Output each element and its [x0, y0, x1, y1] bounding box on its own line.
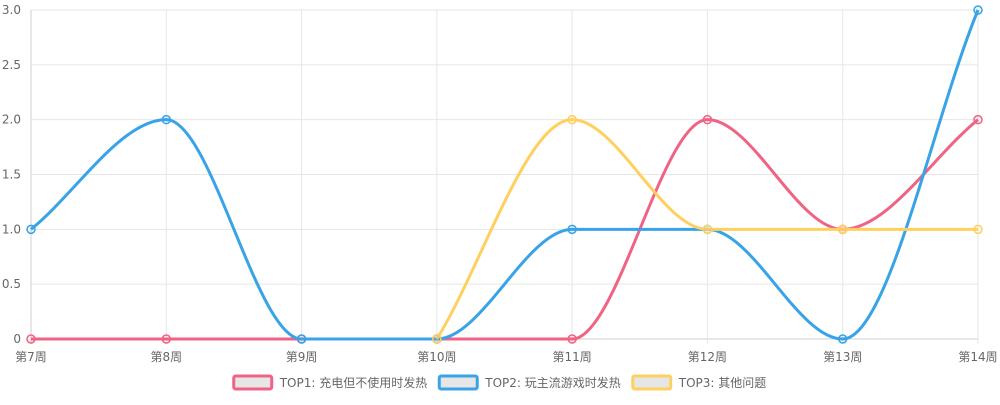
x-tick-label: 第13周	[823, 350, 862, 364]
axes: 0 0.5 1.0 1.5 2.0 2.5 3.0 第7周 第8周 第9周 第10周 第11周 第12周…	[2, 3, 998, 364]
x-tick-label: 第8周	[150, 350, 182, 364]
series-1-point[interactable]	[26, 334, 36, 344]
series-points	[26, 5, 983, 344]
legend-label: TOP3: 其他问题	[678, 376, 767, 390]
y-tick-label: 1.0	[2, 222, 21, 236]
y-tick-label: 0	[13, 332, 21, 346]
series-3-point[interactable]	[567, 114, 577, 125]
x-tick-label: 第14周	[958, 350, 997, 364]
legend-item-1[interactable]: TOP1: 充电但不使用时发热	[232, 374, 428, 391]
series-2-point[interactable]	[26, 224, 36, 235]
legend-swatch	[631, 374, 673, 391]
series-3-point[interactable]	[432, 334, 442, 344]
series-line-3	[435, 118, 978, 340]
series-1-point[interactable]	[161, 334, 172, 344]
legend[interactable]: TOP1: 充电但不使用时发热 TOP2: 玩主流游戏时发热 TOP3: 其他问题	[232, 374, 767, 391]
series-line-1	[31, 118, 979, 341]
x-tick-label: 第10周	[417, 350, 456, 364]
y-tick-label: 3.0	[2, 3, 21, 17]
series-3-point[interactable]	[702, 224, 713, 235]
series-2-point[interactable]	[837, 334, 848, 344]
series-2-point[interactable]	[161, 114, 172, 125]
series-lines	[30, 9, 980, 341]
legend-swatch	[437, 374, 479, 391]
legend-label: TOP1: 充电但不使用时发热	[279, 375, 428, 390]
series-2-point[interactable]	[973, 5, 983, 15]
legend-item-3[interactable]: TOP3: 其他问题	[631, 374, 767, 391]
legend-item-2[interactable]: TOP2: 玩主流游戏时发热	[437, 374, 621, 391]
series-1-point[interactable]	[702, 114, 713, 125]
y-tick-label: 1.5	[2, 168, 21, 182]
legend-label: TOP2: 玩主流游戏时发热	[484, 375, 621, 390]
x-tick-label: 第9周	[286, 350, 318, 364]
grid	[30, 9, 979, 344]
y-tick-label: 2.5	[2, 58, 21, 72]
y-tick-label: 0.5	[2, 277, 21, 291]
y-tick-label: 2.0	[2, 113, 21, 127]
series-1-point[interactable]	[973, 114, 983, 125]
series-3-point[interactable]	[837, 224, 848, 235]
legend-swatch	[232, 374, 274, 391]
x-tick-label: 第11周	[553, 350, 592, 364]
series-2-point[interactable]	[567, 224, 577, 235]
series-2-point[interactable]	[296, 334, 307, 344]
x-tick-label: 第7周	[15, 350, 47, 364]
series-line-2	[30, 9, 980, 341]
series-1-point[interactable]	[567, 334, 577, 344]
series-3-point[interactable]	[973, 224, 983, 235]
x-tick-label: 第12周	[688, 350, 727, 364]
